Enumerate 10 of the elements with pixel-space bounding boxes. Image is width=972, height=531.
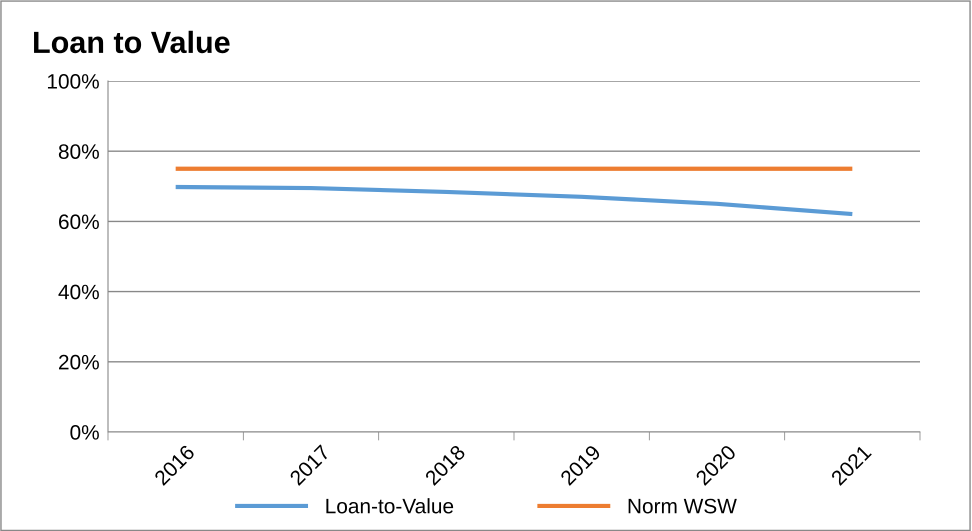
y-tick-label: 80% — [58, 144, 99, 159]
y-tick-label: 100% — [48, 74, 99, 89]
y-tick-label: 20% — [59, 354, 99, 370]
chart-title: Loan to Value — [34, 30, 230, 54]
y-tick-label: 60% — [59, 214, 99, 230]
y-tick-label: 40% — [58, 284, 99, 300]
y-tick-label: 0% — [70, 425, 99, 440]
legend-label: Loan-to-Value — [326, 498, 454, 514]
line-series — [174, 184, 854, 216]
legend-label: Norm WSW — [628, 498, 737, 514]
